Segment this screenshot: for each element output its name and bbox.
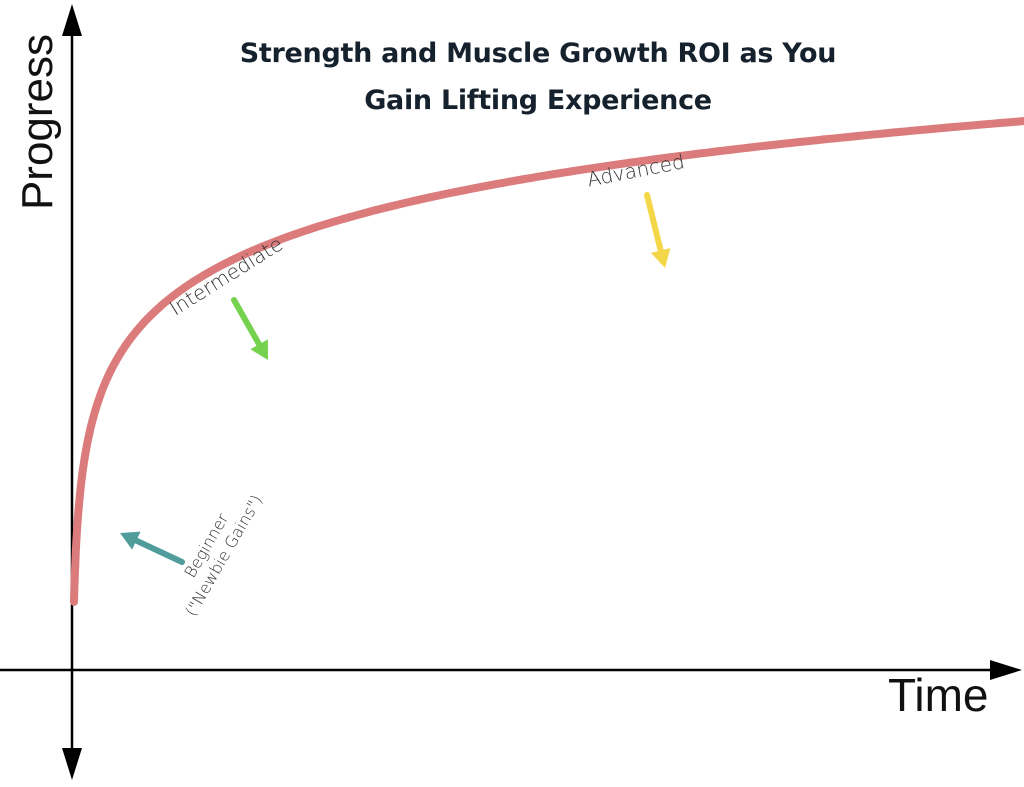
y-axis-label: Progress [13,33,62,211]
y-axis-arrow-top [62,4,82,36]
beginner-arrow-head [120,531,141,550]
x-axis-arrow [990,660,1022,680]
advanced-arrow-shaft [644,192,666,260]
y-axis-arrow-bottom [62,748,82,780]
beginner-arrow-shaft [127,535,185,565]
intermediate-arrow-shaft [231,297,266,353]
chart-title-line-2: Gain Lifting Experience [364,85,712,116]
chart-title-line-1: Strength and Muscle Growth ROI as You [239,38,837,69]
intermediate-arrow-head [250,339,268,360]
advanced-arrow-head [650,248,671,268]
series-line [70,117,1024,606]
x-axis-label: Time [888,669,989,721]
